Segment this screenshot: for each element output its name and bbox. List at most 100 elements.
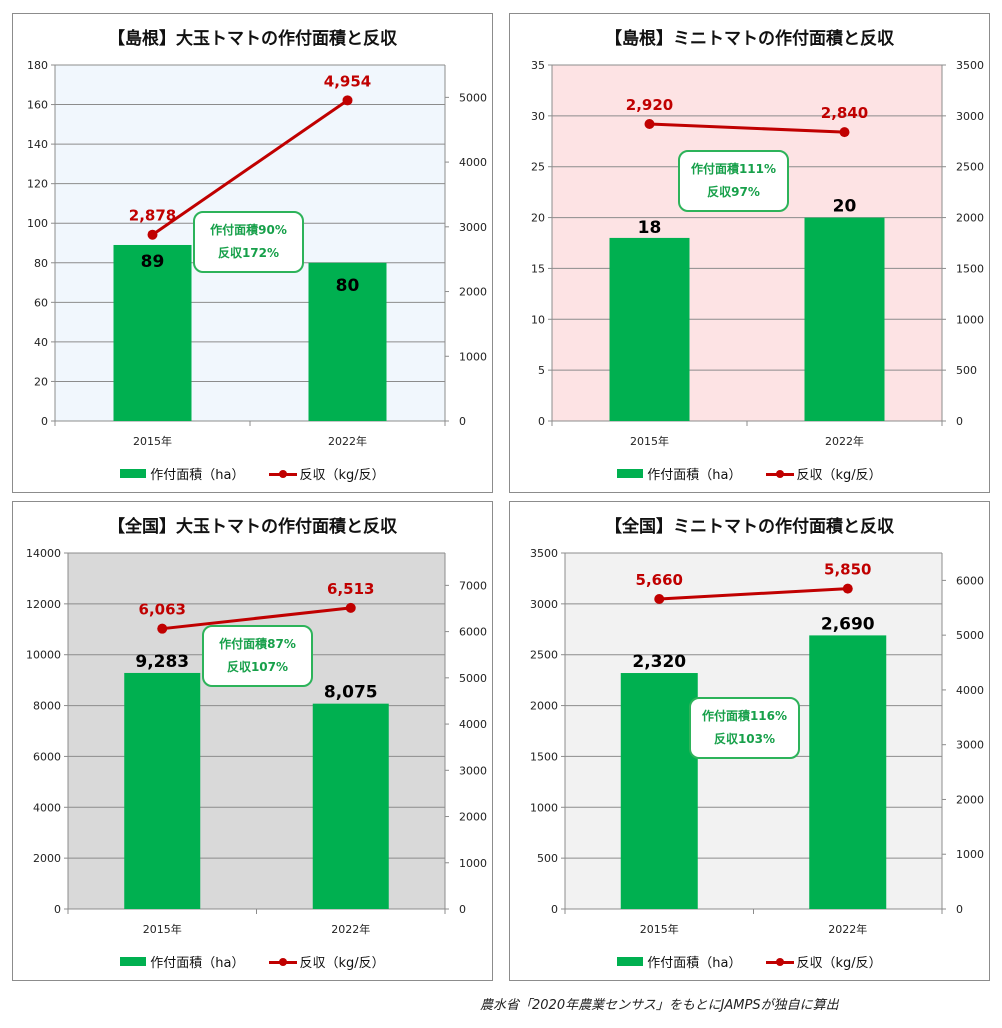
right-axis-tick-label: 4000 [459,718,487,731]
x-axis-category-label: 2015年 [143,922,182,936]
left-axis-tick-label: 12000 [26,598,61,611]
ratio-callout: 作付面積111% 反収97% [678,150,789,212]
chart-legend: 作付面積（ha） 反収（kg/反） [13,952,492,971]
left-axis-tick-label: 2000 [530,700,558,713]
right-axis-tick-label: 4000 [956,684,984,697]
left-axis-tick-label: 160 [27,99,48,112]
right-axis-tick-label: 500 [956,364,977,377]
chart-legend: 作付面積（ha） 反収（kg/反） [13,464,492,483]
x-axis-category-label: 2015年 [630,434,669,448]
right-axis-tick-label: 2000 [459,286,487,299]
chart-panel-national-large: 【全国】大玉トマトの作付面積と反収 0 2000 4000 6000 8000 10000… [12,501,493,981]
right-axis-tick-label: 1000 [956,848,984,861]
left-axis-tick-label: 4000 [33,801,61,814]
callout-area-ratio: 作付面積90% [210,223,287,237]
chart-title: 【全国】ミニトマトの作付面積と反収 [605,517,894,537]
yield-value-label: 6,513 [327,580,374,598]
legend-item-bar: 作付面積（ha） [120,952,245,971]
left-axis-tick-label: 14000 [26,547,61,560]
bar [113,244,192,421]
legend-item-bar: 作付面積（ha） [617,952,742,971]
chart-svg: 0 2000 4000 6000 8000 10000 12000 14000 0 1000 200… [26,547,487,936]
right-axis-tick-label: 3000 [956,739,984,752]
legend-line-label: 反収（kg/反） [299,468,385,483]
yield-point [147,229,158,240]
ratio-callout: 作付面積116% 反収103% [689,697,800,759]
chart-legend: 作付面積（ha） 反収（kg/反） [510,464,989,483]
left-axis-tick-label: 30 [531,110,545,123]
legend-item-line: 反収（kg/反） [765,464,882,483]
yield-point [644,118,655,129]
left-axis-tick-label: 15 [531,262,545,275]
left-axis-tick-label: 25 [531,161,545,174]
left-axis-tick-label: 60 [34,296,48,309]
callout-yield-ratio: 反収172% [217,246,280,260]
left-axis-tick-label: 500 [537,852,558,865]
legend-bar-label: 作付面積（ha） [150,468,245,483]
left-axis-tick-label: 10 [531,313,545,326]
chart-legend: 作付面積（ha） 反収（kg/反） [510,952,989,971]
ratio-callout: 作付面積87% 反収107% [202,625,313,687]
left-axis-tick-label: 0 [538,415,545,428]
left-axis-tick-label: 5 [538,364,545,377]
yield-value-label: 2,920 [626,96,673,114]
left-axis-tick-label: 40 [34,336,48,349]
right-axis-tick-label: 1500 [956,262,984,275]
right-axis-tick-label: 1000 [956,313,984,326]
chart-title: 【全国】大玉トマトの作付面積と反収 [108,517,397,537]
right-axis-tick-label: 3500 [956,59,984,72]
right-axis-tick-label: 0 [956,903,963,916]
right-axis-tick-label: 2000 [956,793,984,806]
callout-area-ratio: 作付面積87% [219,637,296,651]
left-axis-tick-label: 120 [27,178,48,191]
yield-value-label: 5,660 [636,571,683,589]
right-axis-tick-label: 4000 [459,156,487,169]
bar [809,635,887,909]
source-note: 農水省「2020年農業センサス」をもとにJAMPSが独自に算出 [480,998,839,1013]
bar-value-label: 9,283 [135,652,189,672]
chart-panel-shimane-mini: 【島根】ミニトマトの作付面積と反収 0 5 10 15 20 25 30 35 0 500 1000… [509,13,990,493]
bar [804,217,885,421]
x-axis-category-label: 2022年 [331,922,370,936]
x-axis-category-label: 2015年 [640,922,679,936]
left-axis-tick-label: 0 [41,415,48,428]
bar-value-label: 2,320 [632,652,686,672]
yield-value-label: 6,063 [139,601,186,619]
right-axis-tick-label: 2000 [956,212,984,225]
left-axis-tick-label: 3000 [530,598,558,611]
ratio-callout: 作付面積90% 反収172% [193,211,304,273]
legend-item-line: 反収（kg/反） [268,464,385,483]
left-axis-tick-label: 80 [34,257,48,270]
right-axis-tick-label: 3000 [459,221,487,234]
legend-line-label: 反収（kg/反） [796,468,882,483]
left-axis-tick-label: 140 [27,138,48,151]
left-axis-tick-label: 2500 [530,649,558,662]
x-axis-category-label: 2022年 [328,434,367,448]
bar-value-label: 8,075 [324,683,378,703]
legend-line-swatch [765,469,794,479]
chart-panel-national-mini: 【全国】ミニトマトの作付面積と反収 0 500 1000 1500 2000 2500 30… [509,501,990,981]
right-axis-tick-label: 7000 [459,579,487,592]
left-axis-tick-label: 0 [54,903,61,916]
legend-bar-swatch [617,957,644,966]
legend-item-bar: 作付面積（ha） [617,464,742,483]
legend-line-label: 反収（kg/反） [796,956,882,971]
legend-bar-swatch [120,469,147,478]
left-axis-tick-label: 35 [531,59,545,72]
left-axis-tick-label: 3500 [530,547,558,560]
right-axis-tick-label: 6000 [459,626,487,639]
legend-line-label: 反収（kg/反） [299,956,385,971]
left-axis-tick-label: 1500 [530,750,558,763]
legend-item-bar: 作付面積（ha） [120,464,245,483]
legend-bar-swatch [120,957,147,966]
yield-line [659,587,848,601]
legend-line-swatch [268,469,297,479]
left-axis-tick-label: 10000 [26,649,61,662]
callout-area-ratio: 作付面積116% [701,709,788,723]
left-axis-tick-label: 180 [27,59,48,72]
left-axis-tick-label: 6000 [33,750,61,763]
right-axis-tick-label: 5000 [459,91,487,104]
right-axis-tick-label: 0 [956,415,963,428]
left-axis-tick-label: 0 [551,903,558,916]
chart-panel-shimane-large: 【島根】大玉トマトの作付面積と反収 0 20 40 60 80 100 120 140 160 1… [12,13,493,493]
